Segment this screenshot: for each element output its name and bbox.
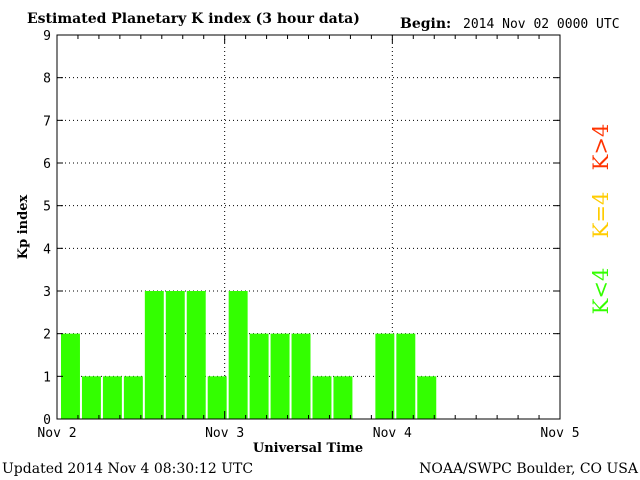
x-tick-label: Nov 2 (37, 426, 76, 441)
y-tick-label: 8 (43, 72, 51, 87)
kp-bar (291, 333, 311, 419)
legend-entry: K>4 (589, 124, 613, 171)
kp-bar (81, 376, 101, 419)
x-axis-label: Universal Time (253, 441, 363, 456)
begin-label: Begin: (400, 16, 451, 32)
kp-bar (186, 291, 206, 419)
source-credit: NOAA/SWPC Boulder, CO USA (419, 461, 639, 477)
begin-value: 2014 Nov 02 0000 UTC (463, 17, 620, 32)
y-tick-label: 7 (43, 114, 51, 129)
legend: K<4 K=4 K>4 (589, 124, 613, 315)
y-tick-label: 1 (43, 370, 51, 385)
kp-bar (333, 376, 353, 419)
kp-bar (144, 291, 164, 419)
y-tick-label: 0 (43, 413, 51, 428)
kp-bar (102, 376, 122, 419)
kp-bar (312, 376, 332, 419)
kp-bar (249, 333, 269, 419)
kp-bar (228, 291, 248, 419)
kp-bar (165, 291, 185, 419)
kp-bar (270, 333, 290, 419)
kp-bar (396, 333, 416, 419)
y-axis-label: Kp index (16, 195, 31, 260)
y-tick-label: 9 (43, 29, 51, 44)
kp-bar (61, 333, 80, 419)
x-axis-ticks: Nov 2 Nov 3 Nov 4 Nov 5 (37, 35, 580, 441)
kp-bar (207, 376, 227, 419)
x-tick-label: Nov 4 (373, 426, 412, 441)
y-tick-label: 5 (43, 200, 51, 215)
chart-title: Estimated Planetary K index (3 hour data… (27, 11, 360, 27)
y-tick-label: 6 (43, 157, 51, 172)
bars (61, 291, 437, 419)
x-tick-label: Nov 3 (205, 426, 244, 441)
y-tick-label: 3 (43, 285, 51, 300)
kp-bar (375, 333, 395, 419)
kp-bar (417, 376, 437, 419)
y-tick-label: 2 (43, 328, 51, 343)
kp-bar (123, 376, 143, 419)
y-axis-ticks: 0 1 2 3 4 5 6 7 8 9 (43, 29, 560, 428)
legend-entry: K<4 (589, 268, 613, 315)
y-tick-label: 4 (43, 242, 51, 257)
updated-timestamp: Updated 2014 Nov 4 08:30:12 UTC (2, 461, 253, 477)
legend-entry: K=4 (589, 192, 613, 239)
x-tick-label: Nov 5 (540, 426, 579, 441)
